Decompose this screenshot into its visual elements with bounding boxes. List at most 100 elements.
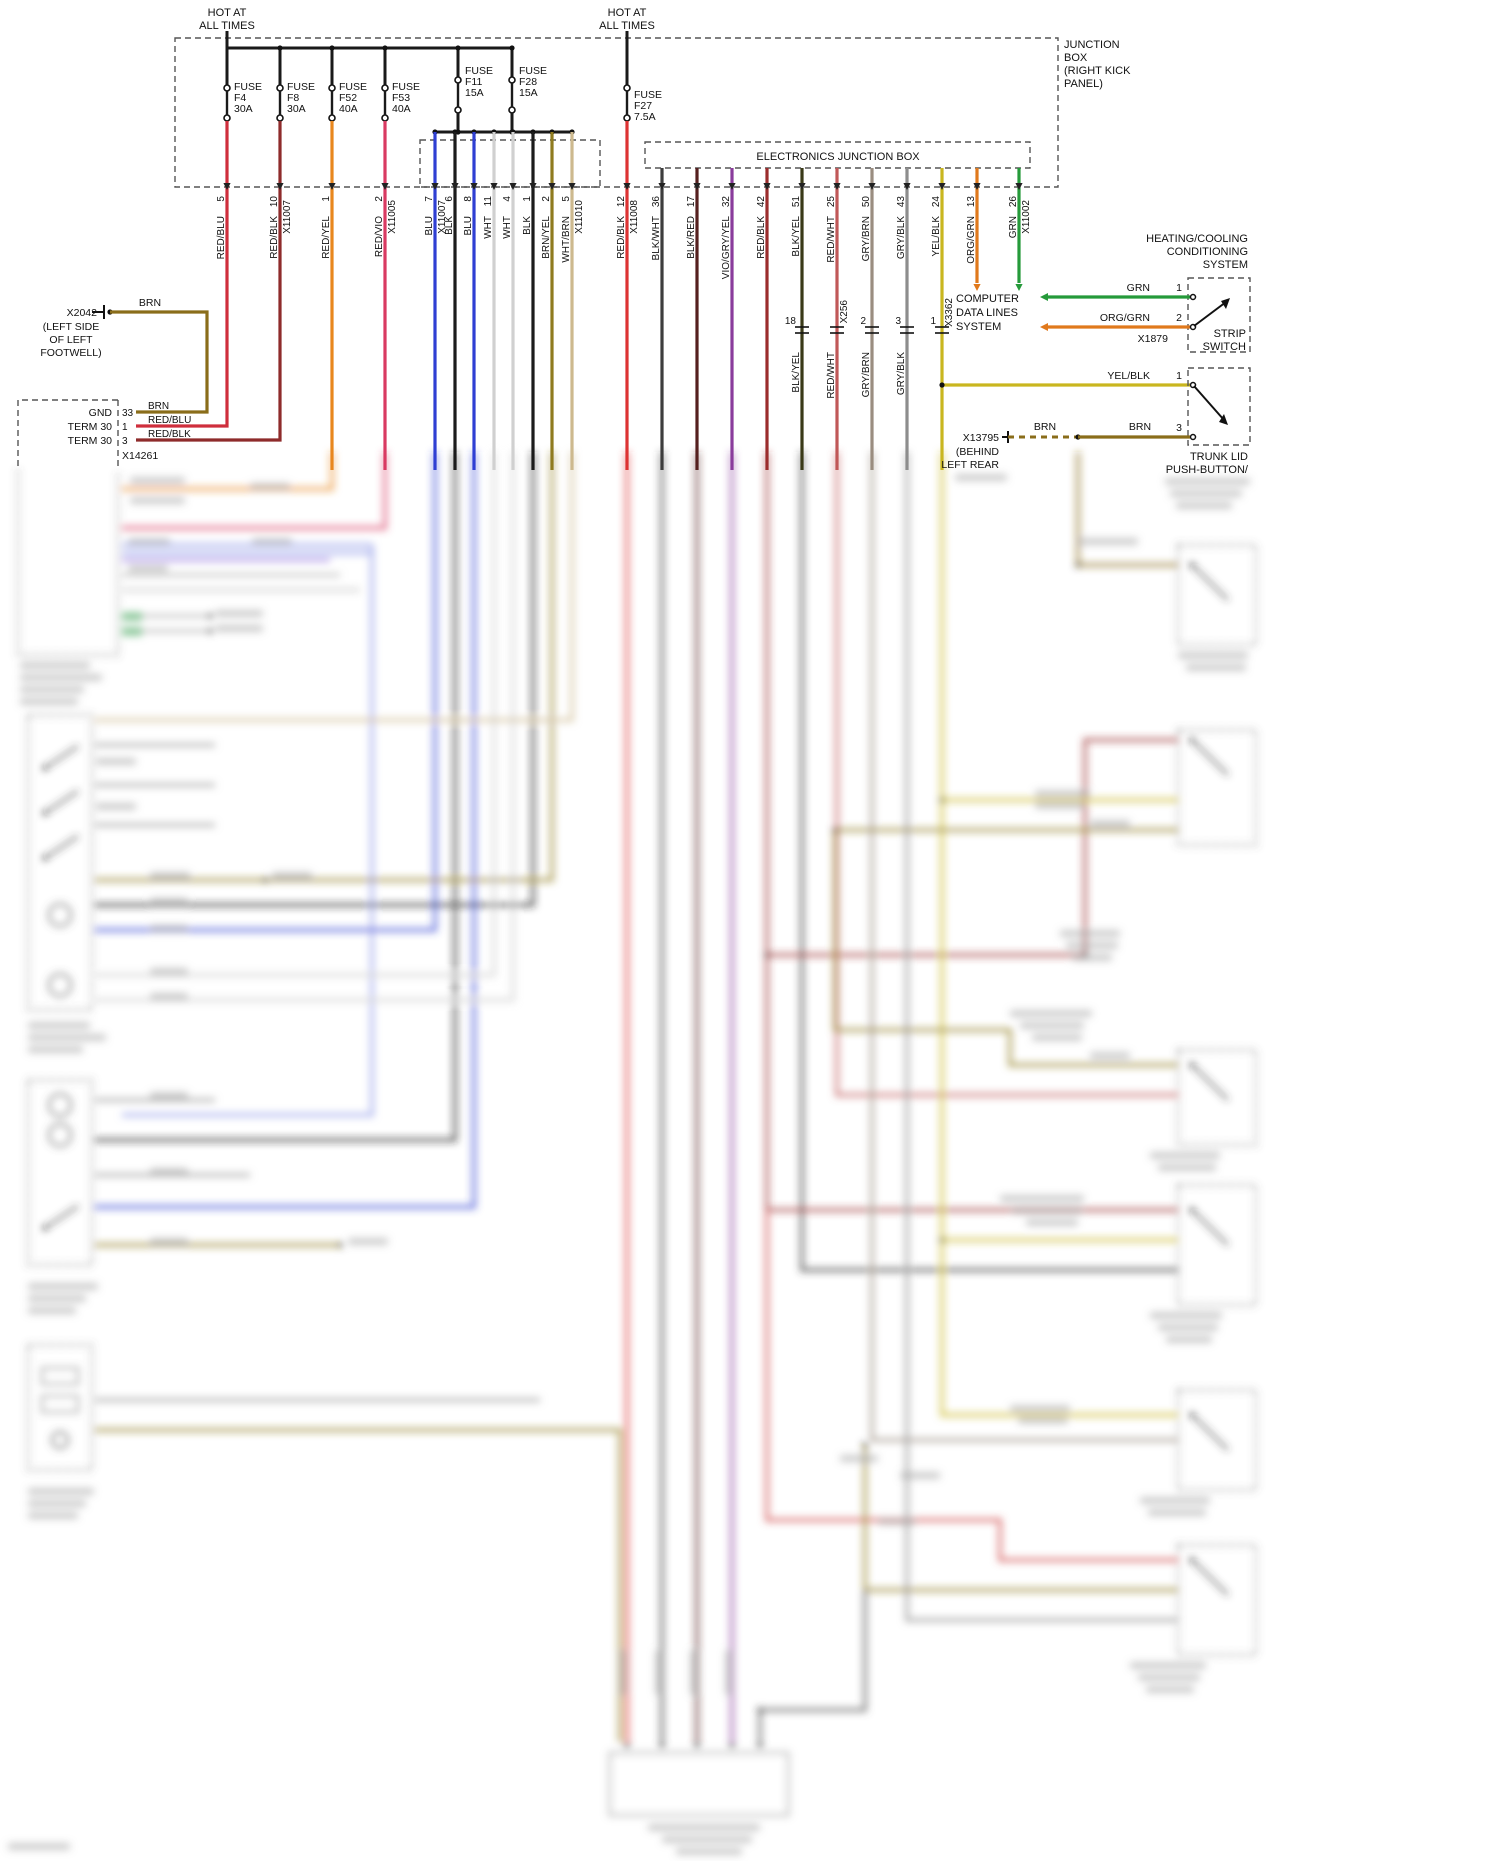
fuse-label: FUSE xyxy=(339,81,367,93)
blurred-text xyxy=(690,1650,697,1695)
blurred-text xyxy=(655,1650,662,1695)
fuse-label: FUSE xyxy=(634,89,662,101)
wire-pin-label: 2 xyxy=(541,196,552,202)
blurred-text xyxy=(1090,1052,1130,1059)
blurred-text xyxy=(1072,954,1112,961)
blurred-text xyxy=(28,1488,94,1495)
blurred-text xyxy=(1148,1509,1206,1516)
wire-color-label: RED/YEL xyxy=(321,216,332,259)
blurred-text xyxy=(1158,1164,1216,1171)
blurred-text xyxy=(150,925,188,932)
arrow-down-icon xyxy=(938,183,946,190)
blurred-text xyxy=(955,474,1007,481)
computer-data-lines-label: SYSTEM xyxy=(956,321,1001,333)
blurred-text xyxy=(1158,1324,1218,1331)
fuse-terminal-icon xyxy=(328,114,336,122)
wire-color-label: GRY/BLK xyxy=(896,352,907,395)
switch-lever-line xyxy=(44,1205,79,1229)
fuse-label: 40A xyxy=(392,103,411,115)
blurred-text xyxy=(215,625,263,632)
arrow-down-icon xyxy=(973,183,981,190)
arrow-down-icon xyxy=(276,183,284,190)
blurred-text xyxy=(1018,1417,1068,1424)
wire-blurred xyxy=(95,452,457,1142)
strip-switch-label: SWITCH xyxy=(1203,341,1246,353)
relay-box-blur xyxy=(41,1395,79,1413)
fuse-terminal-icon xyxy=(623,114,631,122)
hot-at-all-times-label: ALL TIMES xyxy=(599,20,655,32)
wire-color-label: GRN xyxy=(1127,282,1150,294)
blurred-text xyxy=(150,1168,188,1175)
junction-dot xyxy=(757,1707,763,1713)
wire-blurred xyxy=(833,830,1178,1067)
blurred-text xyxy=(1150,1152,1220,1159)
wire-connector-label: X11005 xyxy=(387,200,398,234)
junction-dot xyxy=(42,810,48,816)
wire-blurred xyxy=(940,452,1178,1417)
switch-lever-line xyxy=(1191,1414,1229,1451)
junction-dot xyxy=(1189,737,1195,743)
fuse-terminal-icon xyxy=(381,114,389,122)
wire-connector-label: X11010 xyxy=(574,200,585,234)
wire-blurred xyxy=(122,545,374,1117)
blurred-text xyxy=(900,1472,940,1479)
switch-lever-line xyxy=(1193,385,1225,421)
wire-color-label: BLU xyxy=(424,216,435,235)
wire-pin-label: 43 xyxy=(896,196,907,208)
blurred-text xyxy=(620,1650,627,1695)
wire-color-label: YEL/BLK xyxy=(1107,370,1150,382)
switch-arrow-icon xyxy=(1221,298,1230,309)
blurred-lower-diagram xyxy=(8,452,1257,1855)
junction-dot xyxy=(1189,562,1195,568)
blurred-text xyxy=(96,758,136,765)
wire-color-label: RED/BLK xyxy=(756,216,767,259)
wire-pin-label: 13 xyxy=(966,196,977,208)
junction-dot xyxy=(337,1242,343,1248)
blurred-text xyxy=(28,1512,78,1519)
junction-box-label: JUNCTION xyxy=(1064,39,1120,51)
switch-lever-line xyxy=(44,745,79,769)
fuse-terminal-icon xyxy=(508,106,516,114)
location-label: (BEHIND xyxy=(956,446,1000,458)
wire-color-label: GRY/BLK xyxy=(896,216,907,259)
wire-blurred xyxy=(95,1428,622,1742)
blurred-text xyxy=(272,872,312,879)
wire-color-label: WHT xyxy=(502,216,513,239)
wire-color-label: BRN xyxy=(1129,421,1151,433)
blurred-text xyxy=(252,538,292,545)
connector-label: X13795 xyxy=(963,432,999,444)
wire-color-label: BLK/RED xyxy=(686,216,697,259)
arrow-down-icon xyxy=(548,183,556,190)
wire-connector-label: X11002 xyxy=(1021,200,1032,234)
fuse-label: 15A xyxy=(465,87,484,99)
pin-label: 3 xyxy=(122,436,128,447)
wire-pin-label: 4 xyxy=(502,196,513,202)
junction-dot xyxy=(207,628,213,634)
blurred-text xyxy=(20,686,84,693)
junction-dot xyxy=(862,1442,868,1448)
wire-blurred xyxy=(122,452,387,530)
blurred-text xyxy=(1166,1336,1212,1343)
wire-pin-label: 5 xyxy=(561,196,572,202)
arrow-down-icon xyxy=(568,183,576,190)
fuse-terminal-icon xyxy=(454,76,462,84)
switch-lever-line xyxy=(1191,1064,1229,1101)
relay-box-blur xyxy=(41,1367,79,1385)
blurred-text xyxy=(28,1295,86,1302)
ground-box-outline xyxy=(17,399,118,470)
blurred-text xyxy=(250,483,290,490)
strip-switch-box xyxy=(1187,277,1251,353)
blurred-text xyxy=(1176,502,1232,509)
pin-label: 33 xyxy=(122,408,134,419)
fuse-terminal-icon xyxy=(223,114,231,122)
connector-label: X3362 xyxy=(944,298,955,327)
blurred-text xyxy=(28,1500,86,1507)
wire-blurred xyxy=(95,452,476,1209)
junction-dot xyxy=(329,45,335,51)
component-box-blur xyxy=(1177,1184,1257,1306)
junction-dot xyxy=(939,797,945,803)
junction-box-outline xyxy=(174,37,1059,188)
pin-label: 1 xyxy=(1176,282,1182,294)
heating-cooling-label: SYSTEM xyxy=(1203,259,1248,271)
